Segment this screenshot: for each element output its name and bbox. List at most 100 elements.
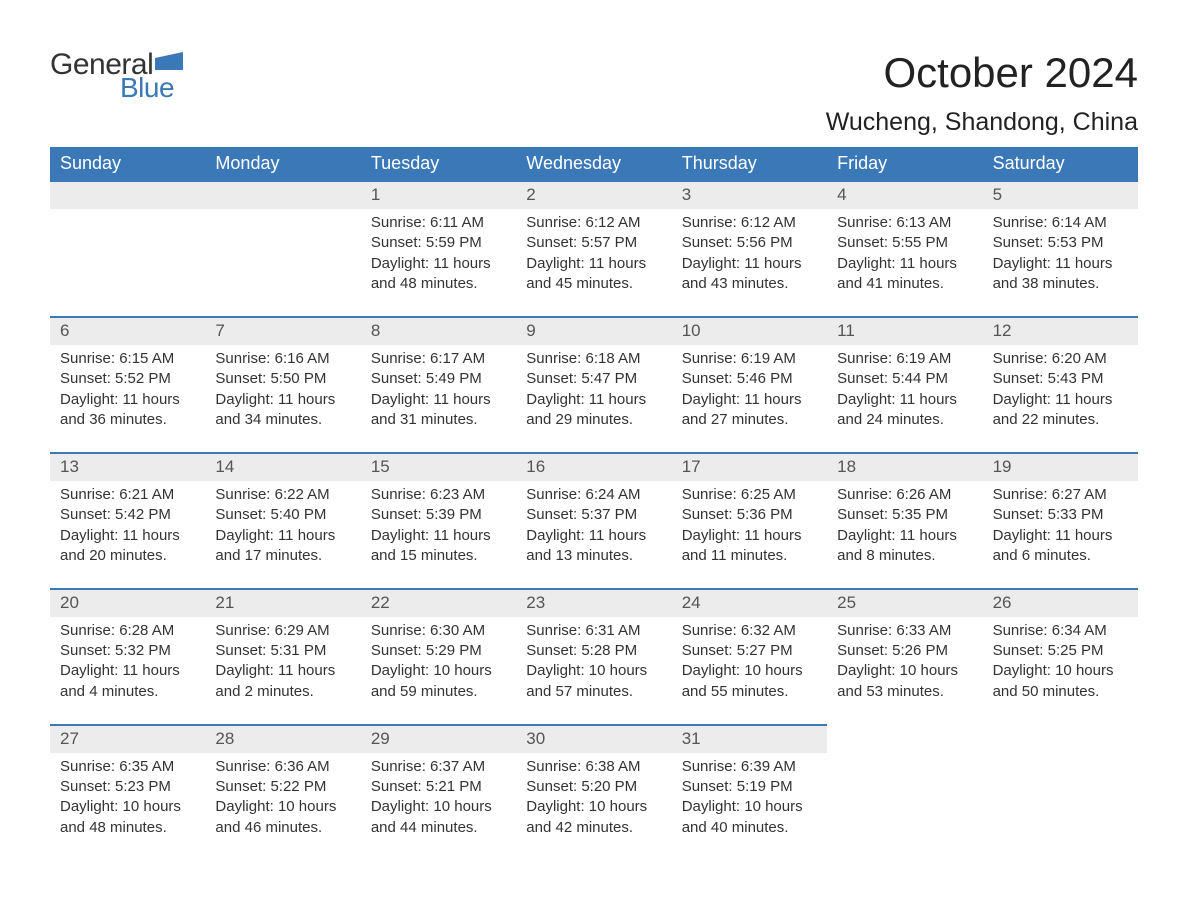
sunset-text: Sunset: 5:56 PM [682, 233, 817, 253]
sunrise-text: Sunrise: 6:31 AM [526, 621, 661, 641]
sunrise-text: Sunrise: 6:34 AM [993, 621, 1128, 641]
daylight-text-line2: and 36 minutes. [60, 410, 195, 430]
day-cell: 11Sunrise: 6:19 AMSunset: 5:44 PMDayligh… [827, 316, 982, 452]
day-number: 28 [205, 724, 360, 753]
daylight-text-line2: and 8 minutes. [837, 546, 972, 566]
day-cell: 6Sunrise: 6:15 AMSunset: 5:52 PMDaylight… [50, 316, 205, 452]
daylight-text-line1: Daylight: 11 hours [60, 390, 195, 410]
day-cell: 2Sunrise: 6:12 AMSunset: 5:57 PMDaylight… [516, 180, 671, 316]
sunset-text: Sunset: 5:26 PM [837, 641, 972, 661]
sunset-text: Sunset: 5:37 PM [526, 505, 661, 525]
daylight-text-line2: and 4 minutes. [60, 682, 195, 702]
daylight-text-line2: and 15 minutes. [371, 546, 506, 566]
daylight-text-line2: and 41 minutes. [837, 274, 972, 294]
daylight-text-line2: and 46 minutes. [215, 818, 350, 838]
daylight-text-line1: Daylight: 11 hours [215, 390, 350, 410]
day-cell: 24Sunrise: 6:32 AMSunset: 5:27 PMDayligh… [672, 588, 827, 724]
daylight-text-line1: Daylight: 11 hours [215, 661, 350, 681]
day-number: 14 [205, 452, 360, 481]
sunrise-text: Sunrise: 6:37 AM [371, 757, 506, 777]
sunrise-text: Sunrise: 6:17 AM [371, 349, 506, 369]
daylight-text-line1: Daylight: 11 hours [682, 254, 817, 274]
day-cell: 15Sunrise: 6:23 AMSunset: 5:39 PMDayligh… [361, 452, 516, 588]
sunset-text: Sunset: 5:46 PM [682, 369, 817, 389]
location: Wucheng, Shandong, China [826, 108, 1138, 137]
daylight-text-line2: and 13 minutes. [526, 546, 661, 566]
day-cell: 17Sunrise: 6:25 AMSunset: 5:36 PMDayligh… [672, 452, 827, 588]
day-number: 26 [983, 588, 1138, 617]
daylight-text-line2: and 27 minutes. [682, 410, 817, 430]
day-cell: 25Sunrise: 6:33 AMSunset: 5:26 PMDayligh… [827, 588, 982, 724]
day-number: 4 [827, 180, 982, 209]
daylight-text-line2: and 24 minutes. [837, 410, 972, 430]
day-number: 18 [827, 452, 982, 481]
sunset-text: Sunset: 5:20 PM [526, 777, 661, 797]
daylight-text-line1: Daylight: 11 hours [60, 661, 195, 681]
day-number: 20 [50, 588, 205, 617]
daylight-text-line2: and 6 minutes. [993, 546, 1128, 566]
day-number: 16 [516, 452, 671, 481]
day-number: 13 [50, 452, 205, 481]
daylight-text-line1: Daylight: 11 hours [526, 526, 661, 546]
daylight-text-line2: and 44 minutes. [371, 818, 506, 838]
day-number: 11 [827, 316, 982, 345]
sunrise-text: Sunrise: 6:33 AM [837, 621, 972, 641]
daylight-text-line1: Daylight: 10 hours [215, 797, 350, 817]
daylight-text-line2: and 40 minutes. [682, 818, 817, 838]
daylight-text-line1: Daylight: 11 hours [371, 254, 506, 274]
sunrise-text: Sunrise: 6:12 AM [682, 213, 817, 233]
sunset-text: Sunset: 5:23 PM [60, 777, 195, 797]
daylight-text-line1: Daylight: 10 hours [526, 661, 661, 681]
sunset-text: Sunset: 5:49 PM [371, 369, 506, 389]
day-number: 25 [827, 588, 982, 617]
sunrise-text: Sunrise: 6:39 AM [682, 757, 817, 777]
day-number: 30 [516, 724, 671, 753]
day-cell: 7Sunrise: 6:16 AMSunset: 5:50 PMDaylight… [205, 316, 360, 452]
sunrise-text: Sunrise: 6:29 AM [215, 621, 350, 641]
sunset-text: Sunset: 5:28 PM [526, 641, 661, 661]
sunrise-text: Sunrise: 6:27 AM [993, 485, 1128, 505]
daylight-text-line1: Daylight: 10 hours [526, 797, 661, 817]
daylight-text-line1: Daylight: 11 hours [837, 390, 972, 410]
daylight-text-line2: and 59 minutes. [371, 682, 506, 702]
day-number: 12 [983, 316, 1138, 345]
sunrise-text: Sunrise: 6:30 AM [371, 621, 506, 641]
sunrise-text: Sunrise: 6:14 AM [993, 213, 1128, 233]
daylight-text-line1: Daylight: 11 hours [682, 526, 817, 546]
sunset-text: Sunset: 5:53 PM [993, 233, 1128, 253]
sunset-text: Sunset: 5:40 PM [215, 505, 350, 525]
day-cell: 8Sunrise: 6:17 AMSunset: 5:49 PMDaylight… [361, 316, 516, 452]
header: General Blue October 2024 Wucheng, Shand… [50, 50, 1138, 137]
day-cell: 28Sunrise: 6:36 AMSunset: 5:22 PMDayligh… [205, 724, 360, 860]
sunrise-text: Sunrise: 6:26 AM [837, 485, 972, 505]
daylight-text-line1: Daylight: 10 hours [993, 661, 1128, 681]
day-cell: 23Sunrise: 6:31 AMSunset: 5:28 PMDayligh… [516, 588, 671, 724]
sunrise-text: Sunrise: 6:35 AM [60, 757, 195, 777]
sunrise-text: Sunrise: 6:11 AM [371, 213, 506, 233]
day-cell: 21Sunrise: 6:29 AMSunset: 5:31 PMDayligh… [205, 588, 360, 724]
day-number: 21 [205, 588, 360, 617]
day-number: 29 [361, 724, 516, 753]
daylight-text-line1: Daylight: 10 hours [60, 797, 195, 817]
daylight-text-line1: Daylight: 10 hours [682, 797, 817, 817]
title-block: October 2024 Wucheng, Shandong, China [826, 50, 1138, 137]
daylight-text-line2: and 38 minutes. [993, 274, 1128, 294]
day-number: 24 [672, 588, 827, 617]
sunrise-text: Sunrise: 6:36 AM [215, 757, 350, 777]
sunrise-text: Sunrise: 6:19 AM [682, 349, 817, 369]
day-cell: 1Sunrise: 6:11 AMSunset: 5:59 PMDaylight… [361, 180, 516, 316]
daylight-text-line2: and 31 minutes. [371, 410, 506, 430]
daylight-text-line1: Daylight: 11 hours [993, 526, 1128, 546]
daylight-text-line1: Daylight: 10 hours [682, 661, 817, 681]
day-number: 22 [361, 588, 516, 617]
day-cell: 13Sunrise: 6:21 AMSunset: 5:42 PMDayligh… [50, 452, 205, 588]
daylight-text-line2: and 53 minutes. [837, 682, 972, 702]
day-number: 3 [672, 180, 827, 209]
day-number-row [205, 180, 360, 209]
sunrise-text: Sunrise: 6:23 AM [371, 485, 506, 505]
daylight-text-line1: Daylight: 11 hours [837, 526, 972, 546]
daylight-text-line2: and 43 minutes. [682, 274, 817, 294]
daylight-text-line2: and 48 minutes. [60, 818, 195, 838]
daylight-text-line2: and 45 minutes. [526, 274, 661, 294]
sunrise-text: Sunrise: 6:20 AM [993, 349, 1128, 369]
